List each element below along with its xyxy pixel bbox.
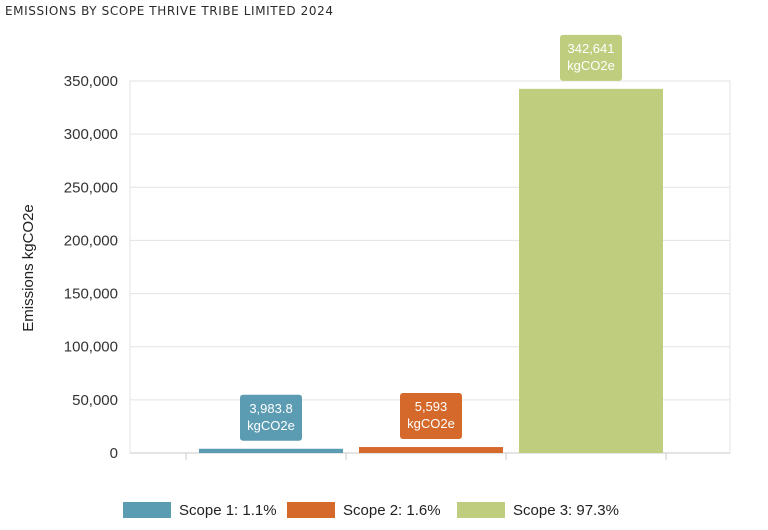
y-tick-label: 100,000 bbox=[64, 339, 118, 356]
y-tick-label: 0 bbox=[110, 445, 118, 462]
y-axis-label: Emissions kgCO2e bbox=[20, 204, 37, 332]
data-label: 3,983.8 bbox=[249, 401, 292, 416]
data-label-box bbox=[560, 34, 622, 81]
bar-scope-1[interactable] bbox=[199, 448, 343, 453]
legend-swatch-scope-3 bbox=[457, 502, 505, 518]
data-label: kgCO2e bbox=[407, 416, 455, 431]
legend-label-scope-1: Scope 1: 1.1% bbox=[179, 501, 277, 519]
legend-label-scope-2: Scope 2: 1.6% bbox=[343, 501, 441, 519]
legend-item-scope-2[interactable]: Scope 2: 1.6% bbox=[287, 497, 441, 523]
legend-swatch-scope-2 bbox=[287, 502, 335, 518]
legend-item-scope-1[interactable]: Scope 1: 1.1% bbox=[123, 497, 277, 523]
bar-chart: 0 50,000 100,000 150,000 200,000 250,000 300,0… bbox=[20, 34, 731, 462]
y-tick-label: 300,000 bbox=[64, 126, 118, 143]
y-tick-label: 350,000 bbox=[64, 73, 118, 90]
legend-item-scope-3[interactable]: Scope 3: 97.3% bbox=[457, 497, 619, 523]
data-label-box bbox=[400, 393, 462, 440]
y-tick-label: 50,000 bbox=[72, 392, 118, 409]
data-label: kgCO2e bbox=[247, 418, 295, 433]
y-tick-label: 150,000 bbox=[64, 286, 118, 303]
chart-title: EMISSIONS BY SCOPE THRIVE TRIBE LIMITED … bbox=[5, 4, 334, 18]
data-label: 342,641 bbox=[568, 41, 615, 56]
y-tick-label: 250,000 bbox=[64, 179, 118, 196]
data-label: 5,593 bbox=[415, 399, 448, 414]
legend-swatch-scope-1 bbox=[123, 502, 171, 518]
legend-label-scope-3: Scope 3: 97.3% bbox=[513, 501, 619, 519]
chart-legend: Scope 1: 1.1% Scope 2: 1.6% Scope 3: 97.… bbox=[0, 497, 768, 523]
data-label: kgCO2e bbox=[567, 58, 615, 73]
bar-scope-2[interactable] bbox=[359, 447, 503, 453]
data-label-box bbox=[240, 394, 302, 441]
y-tick-label: 200,000 bbox=[64, 232, 118, 249]
bar-scope-3[interactable] bbox=[519, 88, 663, 453]
